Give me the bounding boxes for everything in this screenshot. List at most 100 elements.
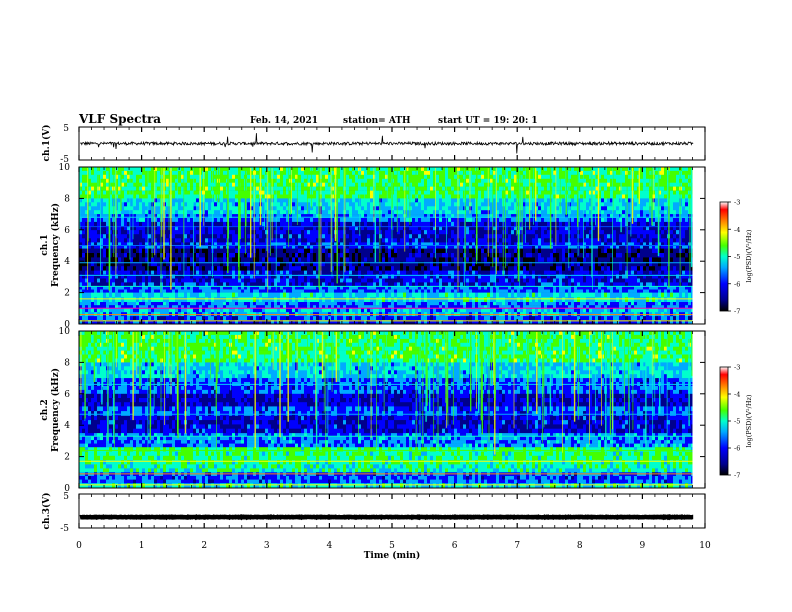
spectrogram-cell: [118, 257, 122, 263]
spectrogram-cell: [286, 253, 290, 258]
spectrogram-cell: [298, 234, 302, 239]
spectrogram-cell: [250, 234, 254, 239]
spectrogram-cell: [235, 210, 239, 215]
spectrogram-cell: [124, 218, 128, 223]
spectrogram-cell: [244, 282, 248, 287]
spectrogram-cell: [124, 182, 128, 187]
spectrogram-cell: [364, 190, 368, 195]
spectrogram-cell: [262, 320, 266, 325]
spectrogram-cell: [205, 297, 209, 303]
spectrogram-cell: [400, 221, 404, 227]
spectrogram-cell: [151, 226, 155, 231]
spectrogram-cell: [400, 190, 404, 195]
spectrogram-cell: [88, 308, 92, 313]
spectrogram-cell: [88, 245, 92, 249]
spectrogram-cell: [259, 245, 263, 249]
spectrogram-cell: [196, 248, 200, 254]
spectrogram-cell: [262, 174, 266, 179]
spectrogram-cell: [322, 221, 326, 227]
spectrogram-cell: [226, 320, 230, 325]
spectrogram-cell: [91, 218, 95, 223]
spectrogram-cell: [328, 182, 332, 187]
spectrogram-cell: [409, 270, 413, 275]
spectrogram-cell: [226, 286, 230, 290]
spectrogram-cell: [100, 270, 104, 275]
spectrogram-cell: [250, 266, 254, 271]
spectrogram-cell: [340, 253, 344, 258]
spectrogram-cell: [385, 238, 389, 243]
spectrogram-cell: [430, 292, 434, 298]
spectrogram-cell: [424, 186, 428, 191]
spectrogram-cell: [223, 248, 227, 254]
spectrogram-cell: [241, 167, 245, 172]
spectrogram-cell: [103, 167, 107, 172]
spectrogram-cell: [187, 167, 191, 172]
spectrogram-cell: [148, 253, 152, 258]
spectrogram-cell: [376, 218, 380, 223]
spectrogram-cell: [193, 266, 197, 271]
spectrogram-cell: [355, 266, 359, 271]
spectrogram-cell: [196, 218, 200, 223]
spectrogram-cell: [316, 238, 320, 243]
spectrogram-cell: [415, 198, 419, 203]
spectrogram-cell: [424, 206, 428, 211]
spectrogram-cell: [100, 289, 104, 293]
spectrogram-cell: [121, 170, 125, 176]
spectrogram-cell: [196, 206, 200, 211]
spectrogram-cell: [436, 190, 440, 195]
spectrogram-cell: [136, 320, 140, 325]
spectrogram-cell: [346, 297, 350, 303]
spectrogram-cell: [262, 178, 266, 183]
spectrogram-cell: [325, 210, 329, 215]
spectrogram-cell: [106, 316, 110, 321]
spectrogram-cell: [79, 186, 83, 191]
spectrogram-cell: [229, 286, 233, 290]
spectrogram-cell: [88, 170, 92, 176]
spectrogram-cell: [346, 242, 350, 246]
spectrogram-cell: [295, 178, 299, 183]
spectrogram-cell: [292, 316, 296, 321]
spectrogram-cell: [223, 316, 227, 321]
spectrogram-cell: [286, 194, 290, 199]
spectrogram-cell: [148, 226, 152, 231]
spectrogram-cell: [193, 218, 197, 223]
spectrogram-cell: [136, 302, 140, 306]
spectrogram-cell: [262, 230, 266, 235]
spectrogram-cell: [160, 245, 164, 249]
spectrogram-cell: [196, 245, 200, 249]
spectrogram-cell: [223, 234, 227, 239]
spectrogram-cell: [190, 316, 194, 321]
spectrogram-cell: [424, 316, 428, 321]
spectrogram-cell: [415, 206, 419, 211]
spectrogram-cell: [331, 221, 335, 227]
spectrogram-cell: [406, 221, 410, 227]
spectrogram-cell: [298, 305, 302, 309]
spectrogram-cell: [142, 218, 146, 223]
spectrogram-cell: [103, 174, 107, 179]
spectrogram-cell: [256, 218, 260, 223]
spectrogram-cell: [376, 278, 380, 283]
spectrogram-cell: [79, 221, 83, 227]
spectrogram-cell: [226, 274, 230, 279]
spectrogram-cell: [256, 178, 260, 183]
spectrogram-cell: [265, 282, 269, 287]
spectrogram-cell: [373, 289, 377, 293]
spectrogram-cell: [427, 190, 431, 195]
spectrogram-cell: [307, 257, 311, 263]
spectrogram-cell: [361, 214, 365, 219]
spectrogram-cell: [139, 248, 143, 254]
spectrogram-cell: [274, 230, 278, 235]
spectrogram-cell: [355, 210, 359, 215]
spectrogram-cell: [424, 242, 428, 246]
spectrogram-cell: [322, 308, 326, 313]
spectrogram-cell: [184, 210, 188, 215]
spectrogram-cell: [217, 253, 221, 258]
spectrogram-cell: [319, 292, 323, 298]
spectrogram-cell: [214, 226, 218, 231]
spectrogram-cell: [133, 242, 137, 246]
spectrogram-cell: [154, 174, 158, 179]
spectrogram-cell: [286, 242, 290, 246]
spectrogram-cell: [346, 186, 350, 191]
spectrogram-cell: [388, 242, 392, 246]
